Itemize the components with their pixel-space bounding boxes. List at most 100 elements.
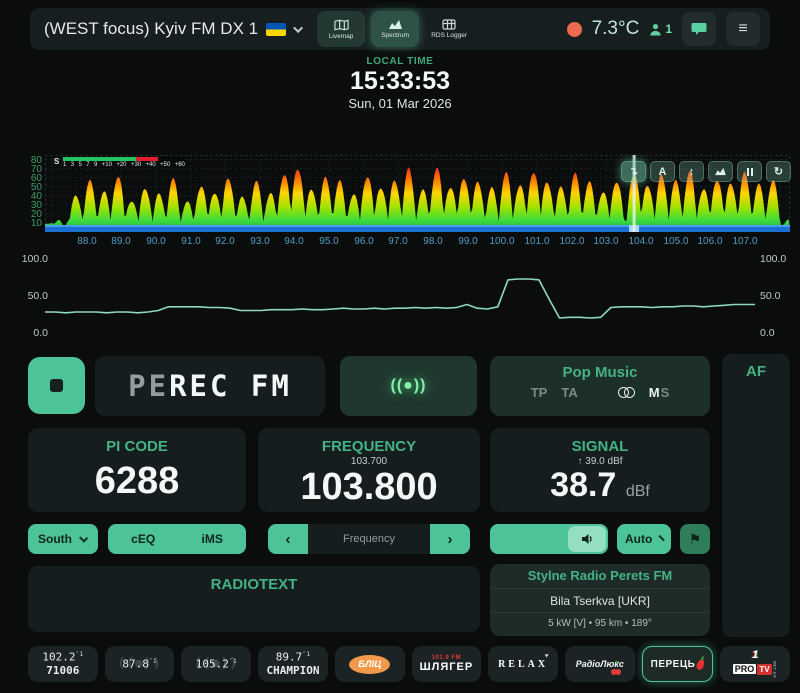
history-ymin-right: 0.0 xyxy=(760,327,775,339)
temperature-dot-icon xyxy=(566,21,582,37)
volume-handle[interactable] xyxy=(568,526,606,552)
s-meter-scale: 1 3 5 7 9 +10 +20 +30 +40 +50 +60 xyxy=(63,162,185,168)
preset-champion[interactable]: 89.7″1 CHAMPION xyxy=(258,646,328,682)
listener-count: 1 xyxy=(649,22,672,36)
s-meter: S 1 3 5 7 9 +10 +20 +30 +40 +50 +60 xyxy=(54,157,185,168)
mode-select[interactable]: Auto xyxy=(617,524,671,554)
ps-name: PEREC FM xyxy=(128,369,292,403)
ceq-toggle[interactable]: cEQ xyxy=(131,532,156,546)
ims-toggle[interactable]: iMS xyxy=(201,532,223,546)
x-tick-label: 98.0 xyxy=(423,236,443,247)
fit-vertical-button[interactable]: ↕ xyxy=(679,161,704,182)
x-tick-label: 91.0 xyxy=(181,236,201,247)
preset-perets[interactable]: ПЕРЕЦЬ xyxy=(641,646,714,682)
speaker-icon xyxy=(582,534,592,544)
y-tick-label: 30 xyxy=(30,200,42,211)
top-right-group: 7.3°C 1 ≡ xyxy=(566,12,760,46)
s-meter-tick: +60 xyxy=(174,162,185,168)
table-icon xyxy=(442,19,456,30)
x-tick-label: 94.0 xyxy=(284,236,304,247)
radio-lux-logo: РадіоЛюкс xyxy=(575,659,624,669)
preset-pro-tv[interactable]: 1 PRO TV NET.UA xyxy=(720,646,791,682)
frequency-value[interactable]: 103.800 xyxy=(300,466,438,508)
signal-value: 38.7 dBf xyxy=(550,466,650,504)
af-list-panel: AF xyxy=(722,354,790,637)
y-tick-label: 20 xyxy=(30,209,42,220)
frequency-down-button[interactable]: ‹ xyxy=(268,524,308,554)
x-tick-label: 93.0 xyxy=(250,236,270,247)
preset-radio-lux[interactable]: РадіоЛюкс xyxy=(564,646,635,682)
flag-button[interactable]: ⚑ xyxy=(680,524,710,554)
local-date: Sun, 01 Mar 2026 xyxy=(348,95,452,111)
record-button[interactable] xyxy=(28,357,85,414)
s-meter-tick: +30 xyxy=(130,162,142,168)
spectrum-toolbar: ↴ A ↕ ↻ xyxy=(621,161,791,182)
menu-button[interactable]: ≡ xyxy=(726,12,760,46)
stereo-icon xyxy=(617,387,635,398)
preset-blitz[interactable]: БЛІЦ xyxy=(334,646,405,682)
chevron-down-icon xyxy=(78,532,89,543)
chevron-down-icon xyxy=(658,534,666,541)
x-tick-label: 92.0 xyxy=(215,236,235,247)
preset-105-2[interactable]: ((●)) 105.2″1 xyxy=(181,646,252,682)
local-time-block: LOCAL TIME 15:33:53 Sun, 01 Mar 2026 xyxy=(0,56,800,111)
shlyager-logo: ШЛЯГЕР xyxy=(419,661,474,673)
rds-flags: TP TA M S xyxy=(490,385,710,400)
s-meter-tick: 5 xyxy=(78,162,82,168)
x-tick-label: 88.0 xyxy=(77,236,97,247)
pty-value: Pop Music xyxy=(562,364,638,381)
spectrum-button[interactable]: Spectrum xyxy=(371,11,420,47)
volume-slider[interactable] xyxy=(490,524,608,554)
previous-frequency: 103.700 xyxy=(350,456,388,467)
s-meter-tick: 1 xyxy=(63,162,67,168)
top-bar: (WEST focus) Kyiv FM DX 1 Livemap Spectr… xyxy=(30,8,770,50)
pi-code-label: PI CODE xyxy=(106,438,168,455)
pro-tv-logo: 1 PRO TV NET.UA xyxy=(732,648,778,679)
y-tick-label: 50 xyxy=(30,182,42,193)
local-time-value: 15:33:53 xyxy=(349,67,451,95)
x-tick-label: 89.0 xyxy=(111,236,131,247)
eq-ims-group: cEQ iMS xyxy=(108,524,246,554)
livemap-button[interactable]: Livemap xyxy=(317,11,366,47)
s-meter-label: S xyxy=(54,157,60,166)
history-ymax-left: 100.0 xyxy=(21,253,48,265)
s-meter-tick: +10 xyxy=(101,162,112,168)
spectrum-graph[interactable] xyxy=(45,155,790,232)
radiotext-panel: RADIOTEXT xyxy=(28,566,480,632)
snap-to-peak-button[interactable]: ↴ xyxy=(621,161,646,182)
spectrum-chart-icon xyxy=(388,20,402,29)
refresh-button[interactable]: ↻ xyxy=(766,161,791,182)
frequency-up-button[interactable]: › xyxy=(430,524,470,554)
perets-logo: ПЕРЕЦЬ xyxy=(651,657,707,671)
listener-number: 1 xyxy=(665,22,672,36)
af-header: AF xyxy=(746,363,766,380)
autoscale-button[interactable]: A xyxy=(650,161,675,182)
rds-logger-button[interactable]: RDS Logger xyxy=(425,11,473,47)
preset-shlyager[interactable]: 101.9 FM ШЛЯГЕР xyxy=(411,646,482,682)
rds-logger-label: RDS Logger xyxy=(431,32,467,39)
frequency-stepper: ‹ Frequency › xyxy=(268,524,470,554)
chat-button[interactable] xyxy=(682,12,716,46)
broadcast-icon: ((●)) xyxy=(194,655,239,671)
frequency-input[interactable]: Frequency xyxy=(308,524,430,554)
stream-status-button[interactable]: ((●)) xyxy=(340,356,477,416)
chevron-down-icon[interactable] xyxy=(293,22,304,33)
station-details: 5 kW [V] • 95 km • 189° xyxy=(490,612,710,634)
antenna-select[interactable]: South xyxy=(28,524,98,554)
preset-bar: 102.2″1 71006 ((●)) 87.8″1 ((●)) 105.2″1… xyxy=(28,646,791,682)
x-tick-label: 103.0 xyxy=(593,236,619,247)
x-tick-label: 104.0 xyxy=(628,236,654,247)
antenna-sup: ″1 xyxy=(75,649,84,658)
graph-mode-button[interactable] xyxy=(708,161,733,182)
y-tick-label: 70 xyxy=(30,164,42,175)
preset-87-8[interactable]: ((●)) 87.8″1 xyxy=(104,646,175,682)
antenna-sup: ″1 xyxy=(228,656,237,665)
s-meter-tick: 3 xyxy=(70,162,75,168)
server-title[interactable]: (WEST focus) Kyiv FM DX 1 xyxy=(44,19,259,38)
pi-code-panel: PI CODE 6288 xyxy=(28,428,246,512)
preset-relax[interactable]: ➤ RELAX xyxy=(488,646,558,682)
preset-71006[interactable]: 102.2″1 71006 xyxy=(28,646,98,682)
pause-button[interactable] xyxy=(737,161,762,182)
relax-logo: RELAX xyxy=(498,658,549,670)
chart-icon xyxy=(715,167,726,176)
